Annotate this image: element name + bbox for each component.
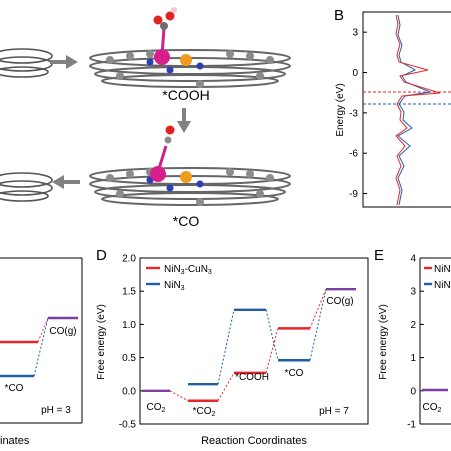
- connector-0-1: [217, 372, 235, 402]
- cu-atom-icon: [180, 54, 192, 66]
- panel-b-ylabel: Energy (eV): [335, 83, 346, 136]
- legend-label-red: NiN3-CuN3: [164, 264, 212, 276]
- panel-a: *COOH *CO: [0, 7, 291, 229]
- connector-0-0: [169, 390, 189, 402]
- panel-d-plot: [142, 288, 356, 402]
- d-ytick-label-5: -0.5: [119, 420, 137, 431]
- label-star-co2: *CO2: [193, 406, 216, 418]
- model-cooh: [89, 7, 291, 88]
- label-co-left: *CO: [5, 383, 24, 394]
- arrow-left-icon: [52, 175, 80, 189]
- xlabel-fragment-left: inates: [0, 435, 30, 447]
- b-ytick-label-0: 3: [352, 28, 358, 39]
- panel-d-ticks: 2.0 1.5 1.0 0.5 0.0 -0.5: [119, 254, 144, 431]
- connector-1-3: [309, 289, 327, 361]
- e-ytick-label-0: 4: [410, 254, 416, 265]
- label-cog: CO(g): [326, 296, 353, 307]
- b-ytick-label-3: -6: [349, 149, 358, 160]
- panel-b-letter: B: [334, 7, 344, 24]
- label-cog-left: CO(g): [49, 326, 76, 337]
- e-ytick-label-3: 1: [410, 353, 416, 364]
- e-ytick-label-5: -1: [407, 420, 416, 431]
- d-ytick-label-4: 0.0: [122, 386, 136, 397]
- panel-d-letter: D: [96, 247, 107, 264]
- label-ph-left: pH = 3: [41, 405, 71, 416]
- connector-1-1: [217, 309, 235, 385]
- panel-b: B Energy (eV) 3 0 -3 -6 -9: [334, 7, 451, 208]
- e-ytick-label-2: 2: [410, 320, 416, 331]
- d-ytick-label-1: 1.5: [122, 287, 136, 298]
- panel-e-ylabel: Free energy (eV): [378, 304, 389, 380]
- label-e-co2: CO2: [423, 402, 442, 414]
- ni-atom-icon: [154, 49, 170, 65]
- label-cooh: *COOH: [162, 87, 209, 103]
- panel-e-ticks: 4 3 2 1 0 -1: [407, 254, 424, 431]
- b-ytick-label-2: -3: [349, 108, 358, 119]
- panel-d-ylabel: Free energy (eV): [96, 304, 107, 380]
- panel-d-xlabel: Reaction Coordinates: [201, 435, 307, 447]
- legend-label-blue: NiN3: [164, 280, 185, 292]
- panel-e-letter: E: [374, 247, 384, 264]
- graphene-sheet-left-bottom: [0, 172, 53, 202]
- e-ytick-label-4: 0: [410, 386, 416, 397]
- panel-e: E Free energy (eV) 4 3 2 1 0 -1 NiN NiN CO2: [374, 247, 451, 431]
- panel-d: D Free energy (eV) Reaction Coordinates …: [96, 247, 369, 447]
- connector-1-2: [265, 309, 279, 361]
- e-ytick-label-1: 3: [410, 287, 416, 298]
- label-star-co: *CO: [285, 368, 304, 379]
- arrow-down-icon: [177, 108, 191, 133]
- panel-d-legend: NiN3-CuN3 NiN3: [146, 264, 212, 292]
- b-ytick-label-4: -9: [349, 189, 358, 200]
- arrow-right-icon: [50, 55, 78, 69]
- label-co: *CO: [173, 213, 200, 229]
- label-star-cooh: *COOH: [235, 372, 269, 383]
- graphene-sheet-left-top: [0, 48, 53, 78]
- connector-0-3: [309, 289, 327, 329]
- panel-b-ticks: 3 0 -3 -6 -9: [349, 28, 367, 200]
- label-ph-d: pH = 7: [319, 406, 349, 417]
- b-ytick-label-1: 0: [352, 68, 358, 79]
- panel-d-frame: [139, 257, 369, 425]
- dos-curve-blue: [397, 14, 432, 206]
- dos-curve-red: [395, 14, 441, 206]
- d-ytick-label-3: 0.5: [122, 353, 136, 364]
- d-ytick-label-2: 1.0: [122, 320, 136, 331]
- legend-e-red: NiN: [434, 264, 451, 275]
- model-co: [89, 125, 291, 206]
- legend-e-blue: NiN: [434, 280, 451, 291]
- label-co2: CO2: [147, 402, 166, 414]
- panel-b-frame: [362, 11, 451, 208]
- panel-c-partial: CO(g) *CO pH = 3 inates: [0, 257, 83, 447]
- d-ytick-label-0: 2.0: [122, 254, 136, 265]
